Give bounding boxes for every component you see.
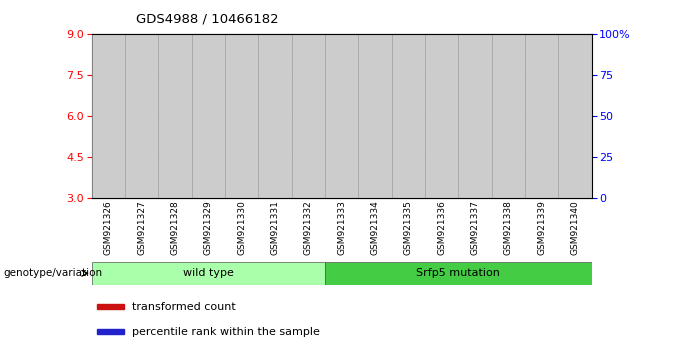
Bar xyxy=(99,165,118,168)
Bar xyxy=(299,166,318,169)
Bar xyxy=(399,153,418,156)
FancyBboxPatch shape xyxy=(558,34,592,198)
Text: GSM921326: GSM921326 xyxy=(104,200,113,255)
Bar xyxy=(99,153,118,198)
Text: wild type: wild type xyxy=(183,268,234,279)
Bar xyxy=(532,166,551,169)
Text: GSM921328: GSM921328 xyxy=(171,200,180,255)
Bar xyxy=(333,154,351,198)
FancyBboxPatch shape xyxy=(158,34,192,198)
Bar xyxy=(499,164,517,167)
FancyBboxPatch shape xyxy=(292,34,325,198)
Text: GSM921330: GSM921330 xyxy=(237,200,246,255)
Bar xyxy=(499,152,517,198)
Text: GSM921332: GSM921332 xyxy=(304,200,313,255)
Text: genotype/variation: genotype/variation xyxy=(3,268,103,278)
Bar xyxy=(233,164,251,166)
Bar xyxy=(366,117,384,120)
Bar xyxy=(333,166,351,169)
Bar xyxy=(399,113,418,198)
FancyBboxPatch shape xyxy=(92,262,325,285)
Bar xyxy=(299,155,318,198)
Bar xyxy=(466,166,484,169)
Bar xyxy=(199,165,218,168)
Bar xyxy=(532,154,551,198)
Text: GSM921336: GSM921336 xyxy=(437,200,446,255)
Bar xyxy=(266,158,284,161)
Bar xyxy=(566,160,584,198)
FancyBboxPatch shape xyxy=(525,34,558,198)
FancyBboxPatch shape xyxy=(92,34,125,198)
Text: GSM921331: GSM921331 xyxy=(271,200,279,255)
Text: percentile rank within the sample: percentile rank within the sample xyxy=(132,326,320,337)
FancyBboxPatch shape xyxy=(458,34,492,198)
FancyBboxPatch shape xyxy=(258,34,292,198)
Bar xyxy=(97,329,124,334)
Bar xyxy=(166,154,184,198)
Text: GDS4988 / 10466182: GDS4988 / 10466182 xyxy=(136,12,279,25)
FancyBboxPatch shape xyxy=(358,34,392,198)
Bar xyxy=(432,162,451,165)
Text: transformed count: transformed count xyxy=(132,302,235,312)
Text: GSM921339: GSM921339 xyxy=(537,200,546,255)
Text: GSM921337: GSM921337 xyxy=(471,200,479,255)
Text: GSM921335: GSM921335 xyxy=(404,200,413,255)
FancyBboxPatch shape xyxy=(325,262,592,285)
Text: GSM921340: GSM921340 xyxy=(571,200,579,255)
Text: GSM921327: GSM921327 xyxy=(137,200,146,255)
Bar xyxy=(97,304,124,309)
Text: Srfp5 mutation: Srfp5 mutation xyxy=(416,268,500,279)
FancyBboxPatch shape xyxy=(492,34,525,198)
Bar xyxy=(133,120,151,198)
Bar xyxy=(166,167,184,170)
Bar xyxy=(432,143,451,198)
FancyBboxPatch shape xyxy=(325,34,358,198)
Text: GSM921334: GSM921334 xyxy=(371,200,379,255)
Bar xyxy=(266,121,284,198)
FancyBboxPatch shape xyxy=(125,34,158,198)
Bar xyxy=(199,153,218,198)
FancyBboxPatch shape xyxy=(225,34,258,198)
FancyBboxPatch shape xyxy=(425,34,458,198)
Text: GSM921338: GSM921338 xyxy=(504,200,513,255)
Bar xyxy=(566,171,584,173)
Bar xyxy=(233,152,251,198)
Text: GSM921329: GSM921329 xyxy=(204,200,213,255)
Bar xyxy=(466,150,484,198)
Text: GSM921333: GSM921333 xyxy=(337,200,346,255)
FancyBboxPatch shape xyxy=(392,34,425,198)
Bar xyxy=(366,95,384,198)
Bar xyxy=(133,156,151,159)
FancyBboxPatch shape xyxy=(192,34,225,198)
